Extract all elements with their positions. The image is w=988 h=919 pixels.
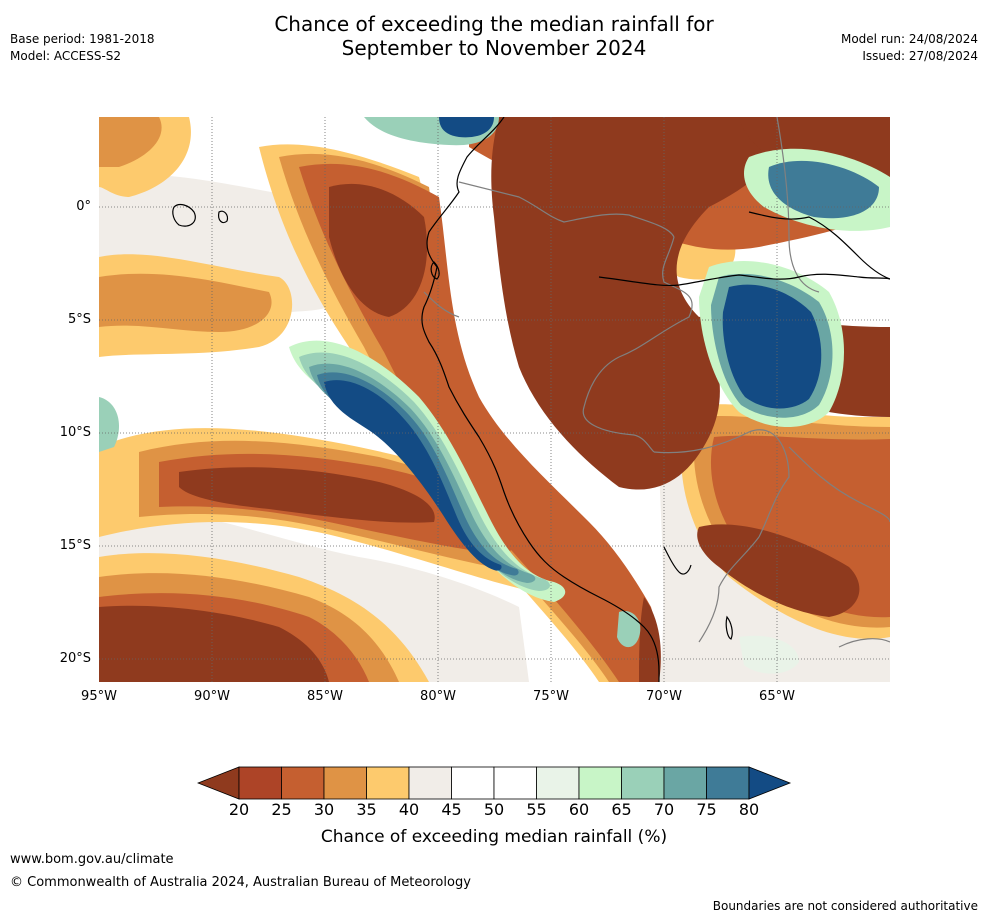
lon-label-65w: 65°W bbox=[759, 689, 795, 704]
country-boundaries bbox=[423, 117, 890, 648]
brown-southwest bbox=[99, 605, 329, 682]
wet-blob-west-edge bbox=[99, 397, 119, 452]
colorbar-tick-65: 65 bbox=[611, 800, 632, 819]
brown-south-ocean bbox=[179, 467, 435, 523]
orange-north-west bbox=[99, 117, 162, 167]
colorbar-segment-10 bbox=[621, 766, 665, 800]
colorbar-segment-2 bbox=[281, 766, 325, 800]
brown-interior-main bbox=[491, 117, 799, 490]
colorbar-tick-45: 45 bbox=[441, 800, 462, 819]
colorbar-tick-70: 70 bbox=[653, 800, 675, 819]
brown-coastal-strip bbox=[639, 597, 661, 682]
colorbar-segment-5 bbox=[408, 766, 452, 800]
meta-left: Base period: 1981-2018 Model: ACCESS-S2 bbox=[10, 31, 155, 65]
model-text: Model: ACCESS-S2 bbox=[10, 49, 122, 63]
wet-blob-south bbox=[617, 611, 641, 648]
base-period-text: Base period: 1981-2018 bbox=[10, 32, 155, 46]
colorbar-segment-11 bbox=[663, 766, 707, 800]
colorbar-tick-75: 75 bbox=[696, 800, 717, 819]
colorbar-tick-60: 60 bbox=[568, 800, 590, 819]
wet-blob-southeast bbox=[739, 635, 799, 674]
colorbar-svg bbox=[196, 766, 792, 800]
map-panel bbox=[99, 117, 890, 682]
title-line-1: Chance of exceeding the median rainfall … bbox=[274, 12, 714, 36]
footer-url: www.bom.gov.au/climate bbox=[10, 852, 174, 867]
colorbar-label: Chance of exceeding median rainfall (%) bbox=[320, 827, 668, 847]
map-svg bbox=[99, 117, 890, 682]
lon-label-80w: 80°W bbox=[420, 689, 456, 704]
lat-label-10s: 10°S bbox=[59, 425, 91, 440]
lat-label-15s: 15°S bbox=[59, 538, 91, 553]
colorbar-tick-30: 30 bbox=[313, 800, 335, 819]
wet-top-center-inner bbox=[439, 117, 494, 138]
footer-copyright: © Commonwealth of Australia 2024, Austra… bbox=[10, 875, 471, 890]
model-run-text: Model run: 24/08/2024 bbox=[840, 32, 978, 46]
colorbar-tick-40: 40 bbox=[398, 800, 420, 819]
coastlines bbox=[172, 117, 890, 682]
title-line-2: September to November 2024 bbox=[341, 36, 647, 60]
brown-coast-ocean bbox=[329, 183, 428, 317]
lon-label-90w: 90°W bbox=[194, 689, 230, 704]
colorbar-segment-8 bbox=[536, 766, 580, 800]
issued-text: Issued: 27/08/2024 bbox=[862, 49, 978, 63]
colorbar-segment-6 bbox=[451, 766, 495, 800]
colorbar-tick-25: 25 bbox=[271, 800, 292, 819]
lon-label-70w: 70°W bbox=[646, 689, 682, 704]
wet-east-navy bbox=[722, 284, 822, 409]
lat-label-20s: 20°S bbox=[59, 651, 91, 666]
gridlines bbox=[99, 117, 890, 682]
colorbar-tick-50: 50 bbox=[483, 800, 505, 819]
wet-northeast-mid bbox=[768, 160, 879, 219]
colorbar bbox=[196, 766, 793, 804]
brown-southeast-land bbox=[697, 524, 860, 617]
colorbar-segment-9 bbox=[578, 766, 622, 800]
orange-west-band bbox=[99, 273, 272, 332]
lon-label-75w: 75°W bbox=[533, 689, 569, 704]
colorbar-tick-80: 80 bbox=[738, 800, 760, 819]
colorbar-tick-55: 55 bbox=[526, 800, 547, 819]
lat-label-0: 0° bbox=[76, 199, 91, 214]
colorbar-arrow-high bbox=[748, 766, 792, 800]
lon-label-85w: 85°W bbox=[307, 689, 343, 704]
lat-label-5s: 5°S bbox=[67, 312, 91, 327]
colorbar-segment-7 bbox=[493, 766, 537, 800]
meta-right: Model run: 24/08/2024 Issued: 27/08/2024 bbox=[841, 31, 978, 65]
colorbar-segment-1 bbox=[238, 766, 282, 800]
colorbar-segment-12 bbox=[706, 766, 750, 800]
lon-label-95w: 95°W bbox=[81, 689, 117, 704]
navy-wet-tongue bbox=[324, 380, 502, 571]
footer-note: Boundaries are not considered authoritat… bbox=[712, 899, 978, 913]
colorbar-segment-4 bbox=[366, 766, 410, 800]
colorbar-segment-3 bbox=[323, 766, 367, 800]
colorbar-tick-35: 35 bbox=[356, 800, 377, 819]
chart-title: Chance of exceeding the median rainfall … bbox=[0, 12, 988, 60]
colorbar-tick-20: 20 bbox=[228, 800, 250, 819]
colorbar-arrow-low bbox=[196, 766, 240, 800]
